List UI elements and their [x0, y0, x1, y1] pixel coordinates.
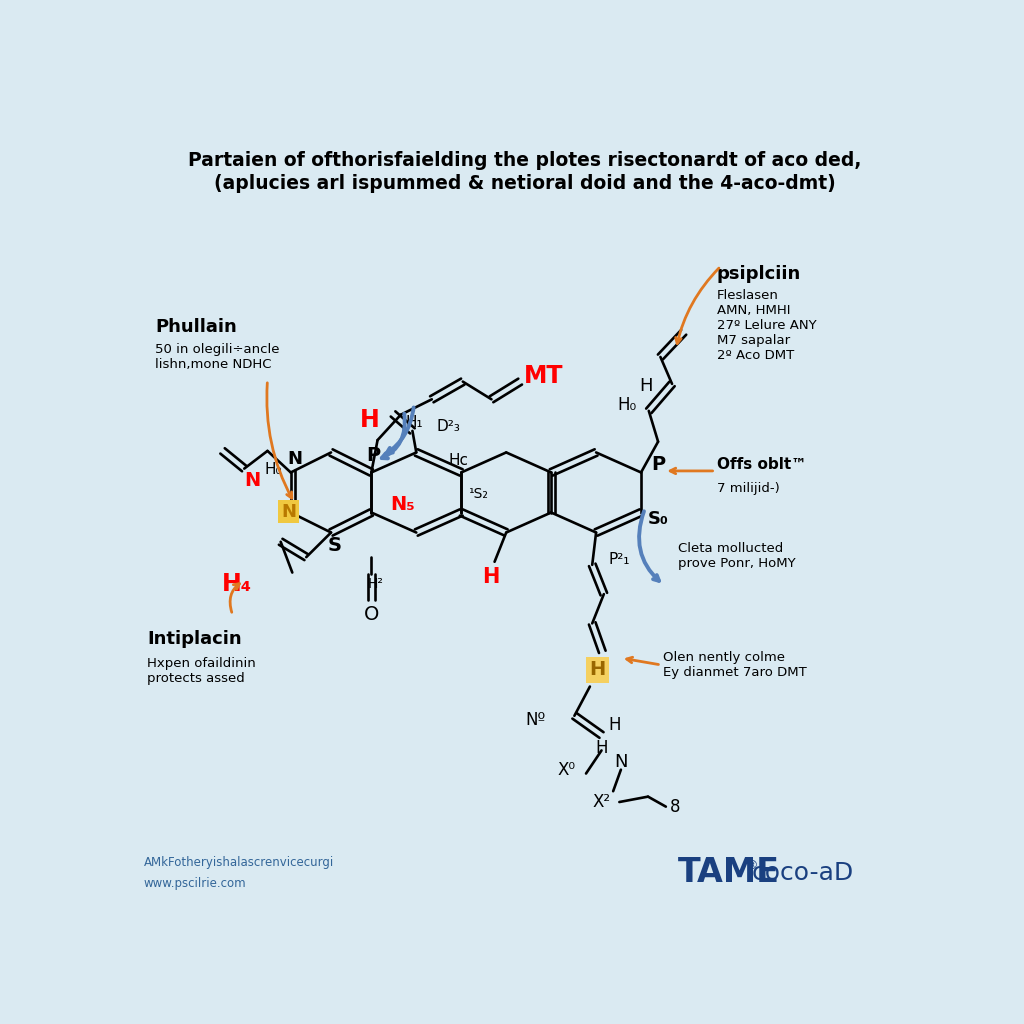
Text: ®: ® [745, 859, 758, 871]
Text: 8: 8 [670, 798, 680, 816]
Text: www.pscilrie.com: www.pscilrie.com [143, 877, 246, 890]
Text: P: P [366, 446, 380, 465]
Text: H: H [595, 739, 608, 757]
Text: psiplciin: psiplciin [717, 264, 801, 283]
Text: AMkFotheryishalascrenvicecurgi: AMkFotheryishalascrenvicecurgi [143, 856, 334, 869]
Text: O: O [364, 605, 379, 625]
Text: H₀: H₀ [617, 395, 637, 414]
Text: P²₁: P²₁ [608, 552, 630, 567]
Text: Offs oblt™: Offs oblt™ [717, 457, 807, 472]
Text: P: P [651, 456, 666, 474]
Text: MT: MT [523, 365, 563, 388]
Text: H: H [482, 567, 500, 587]
Text: S₀: S₀ [647, 510, 669, 527]
Text: 50 in olegili÷ancle
lishn,mone NDHC: 50 in olegili÷ancle lishn,mone NDHC [155, 343, 280, 371]
Text: Hc: Hc [449, 453, 469, 468]
Text: N: N [614, 753, 628, 771]
Text: H²: H² [368, 578, 384, 591]
Text: N: N [244, 471, 260, 489]
Text: ¹S₂: ¹S₂ [468, 487, 488, 501]
Text: N: N [287, 450, 302, 468]
Text: Nº: Nº [525, 711, 546, 729]
Text: Phullain: Phullain [155, 318, 237, 337]
Text: Fleslasen
AMN, HMHI
27º Lelure ANY
M7 sapalar
2º Aco DMT: Fleslasen AMN, HMHI 27º Lelure ANY M7 sa… [717, 289, 816, 362]
Text: N: N [281, 503, 296, 521]
Text: (aplucies arl ispummed & netioral doid and the 4-aco-dmt): (aplucies arl ispummed & netioral doid a… [214, 174, 836, 194]
Text: H: H [590, 660, 606, 679]
Text: Intiplacin: Intiplacin [147, 631, 242, 648]
Text: X⁰: X⁰ [558, 761, 575, 778]
Text: H₀: H₀ [265, 462, 283, 477]
Text: 7 milijid-): 7 milijid-) [717, 481, 779, 495]
Text: Partaien of ofthorisfaielding the plotes risectonardt of aco ded,: Partaien of ofthorisfaielding the plotes… [188, 152, 861, 170]
Text: H: H [359, 409, 380, 432]
Text: H₁: H₁ [406, 415, 423, 430]
Text: D²₃: D²₃ [437, 419, 461, 434]
Text: H: H [608, 716, 621, 734]
Text: coco-aD: coco-aD [752, 861, 854, 885]
Text: N₅: N₅ [390, 496, 415, 514]
Text: Cleta mollucted
prove Ponr, HoMY: Cleta mollucted prove Ponr, HoMY [678, 542, 796, 569]
Text: H₄: H₄ [221, 572, 252, 596]
Text: Olen nently colme
Ey dianmet 7aro DMT: Olen nently colme Ey dianmet 7aro DMT [663, 651, 807, 679]
Text: S: S [327, 537, 341, 555]
Text: X²: X² [593, 793, 610, 811]
Text: H: H [639, 377, 652, 395]
Text: TAME: TAME [678, 856, 780, 890]
Text: Hxpen ofaildinin
protects assed: Hxpen ofaildinin protects assed [147, 657, 256, 685]
